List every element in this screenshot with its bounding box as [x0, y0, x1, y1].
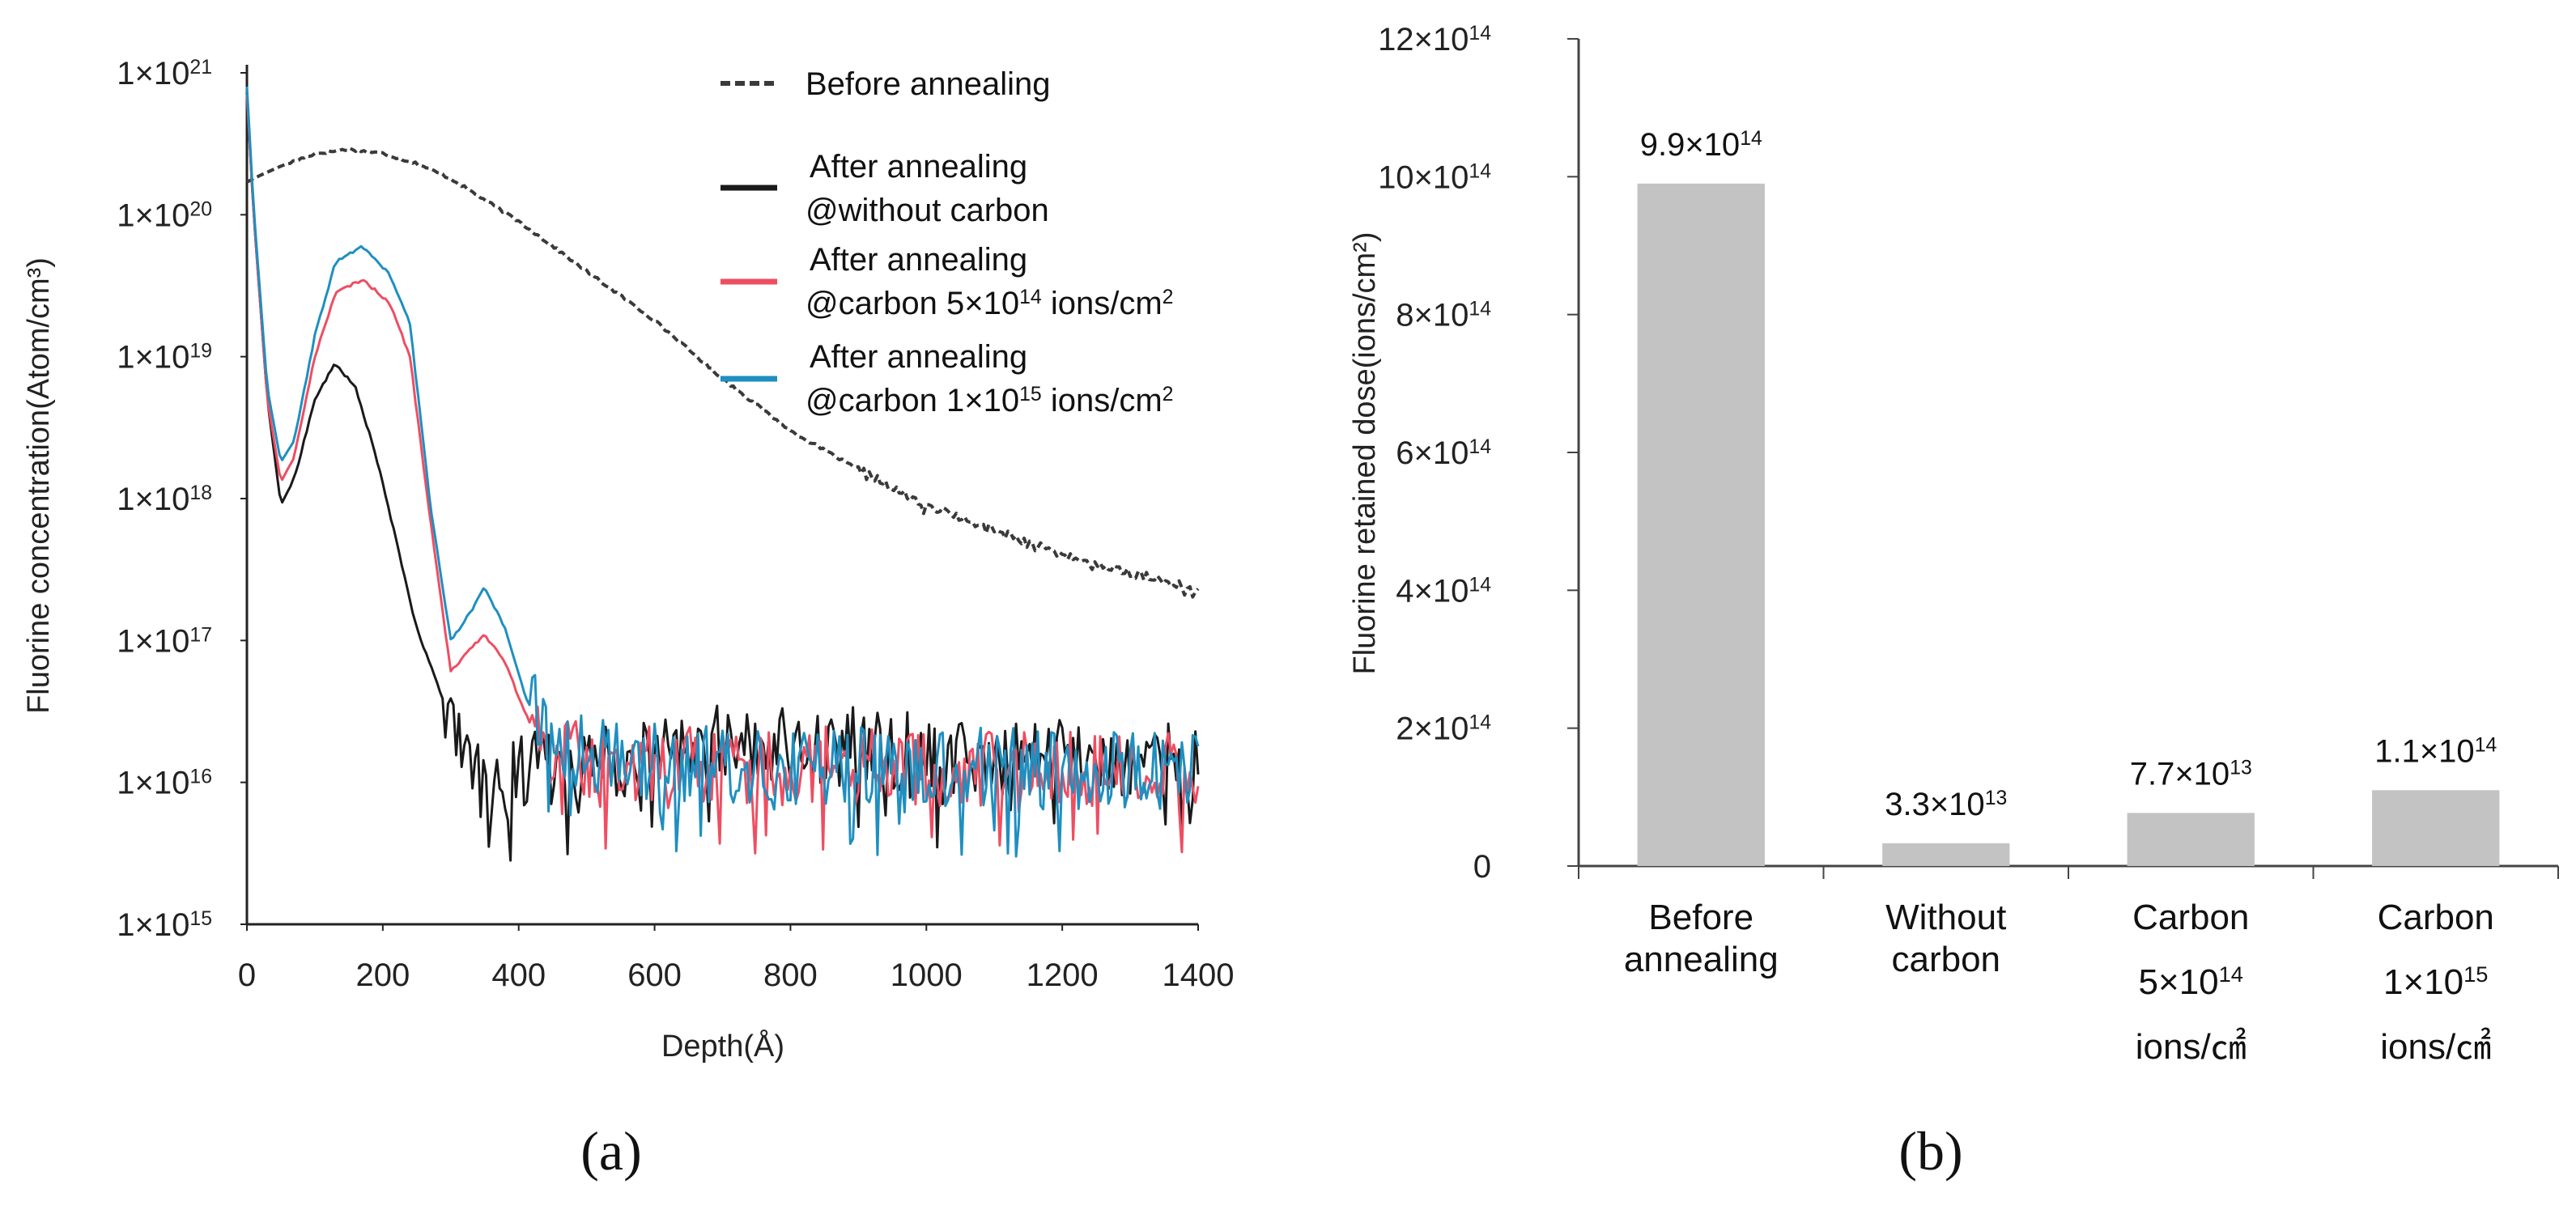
- panel-b-y-tick-label: 10×1014: [1378, 159, 1491, 195]
- panel-b-data-label: 3.3×1013: [1885, 787, 2007, 822]
- panel-a-x-tick-label: 1000: [891, 957, 963, 993]
- panel-b-category-label: Without: [1885, 898, 2006, 937]
- legend-label-4: After annealing: [810, 339, 1027, 375]
- panel-a-series-line-4: [245, 86, 1200, 858]
- panel-a-y-ticks: 1×1021 1×1020 1×1019 1×1018 1×1017 1×1016 1×10…: [117, 56, 247, 943]
- panel-b-y-tick-label: 6×1014: [1396, 435, 1491, 471]
- panel-b-bar-chart: 02×10144×10146×10148×101410×101412×1014 …: [1348, 22, 2559, 1182]
- panel-b-category-label: Carbon: [2132, 898, 2249, 937]
- panel-a-y-tick-label: 1×1020: [117, 197, 212, 233]
- panel-a-x-tick-label: 0: [238, 957, 256, 993]
- panel-a-series-line-1: [246, 146, 1200, 599]
- legend-label-3: After annealing: [810, 242, 1027, 278]
- panel-a-x-tick-label: 200: [355, 957, 410, 993]
- panel-b-data-label: 9.9×1014: [1640, 127, 1762, 163]
- panel-b-y-tick-label: 0: [1473, 849, 1491, 885]
- panel-b-category-label: carbon: [1891, 940, 2000, 979]
- panel-a-x-tick-label: 1400: [1163, 957, 1235, 993]
- panel-b-y-ticks: 0 2×1014 4×1014 6×1014 8×1014 10×1014 12×1014: [1378, 22, 1579, 885]
- panel-a-series: [245, 86, 1200, 862]
- panel-a-x-tick-label: 600: [627, 957, 682, 993]
- panel-a-y-tick-label: 1×1017: [117, 623, 212, 659]
- panel-a-x-tick-label: 1200: [1027, 957, 1099, 993]
- panel-b-data-label: 1.1×1014: [2374, 733, 2497, 769]
- panel-b-y-tick-label: 4×1014: [1396, 573, 1491, 609]
- panel-a-y-tick-label: 1×1016: [117, 766, 212, 801]
- panel-a-legend: Before annealing After annealing @without …: [721, 66, 1173, 418]
- panel-b-category-label: annealing: [1624, 940, 1779, 979]
- legend-label-1: Before annealing: [806, 66, 1050, 102]
- panel-b-category-label: Carbon: [2378, 898, 2494, 937]
- panel-b-y-axis-label: Fluorine retained dose(ions/cm²): [1348, 231, 1382, 674]
- panel-a-y-tick-label: 1×1021: [117, 56, 212, 91]
- panel-b-category-label: Before: [1648, 898, 1753, 937]
- panel-b-bars: 9.9×1014 3.3×1013 7.7×1013 1.1×1014: [1637, 127, 2500, 867]
- panel-a-y-tick-label: 1×1015: [117, 907, 212, 943]
- panel-b-category-label: 5×1014: [2139, 962, 2243, 1003]
- panel-b-bar: [1637, 183, 1765, 867]
- panel-a-y-axis-label: Fluorine concentration(Atom/cm³): [22, 257, 56, 714]
- panel-a-y-tick-label: 1×1019: [117, 340, 212, 376]
- panel-a-x-axis-label: Depth(Å): [661, 1028, 784, 1064]
- legend-label-3: @carbon 5×1014 ions/cm2: [806, 286, 1173, 321]
- panel-b-y-tick-label: 8×1014: [1396, 298, 1491, 333]
- panel-b-bar: [2127, 813, 2255, 866]
- panel-a-x-tick-label: 400: [491, 957, 546, 993]
- panel-a-label: (a): [580, 1120, 641, 1182]
- panel-a-x-tick-label: 800: [763, 957, 818, 993]
- panel-b-bar: [2372, 790, 2500, 866]
- legend-label-2: After annealing: [810, 149, 1027, 185]
- legend-label-4: @carbon 1×1015 ions/cm2: [806, 383, 1173, 418]
- panel-a-y-tick-label: 1×1018: [117, 482, 212, 517]
- panel-b-category-label: ions/㎠: [2380, 1027, 2491, 1067]
- panel-b-y-tick-label: 2×1014: [1396, 711, 1491, 747]
- panel-a-x-ticks: 0 200 400 600 800 1000 1200 1400: [238, 924, 1235, 993]
- legend-label-2: @without carbon: [806, 193, 1049, 228]
- panel-b-category-label: ions/㎠: [2136, 1027, 2247, 1067]
- panel-a-line-chart: 1×1021 1×1020 1×1019 1×1018 1×1017 1×1016 1×10…: [22, 56, 1234, 1182]
- panel-b-data-label: 7.7×1013: [2130, 756, 2252, 792]
- panel-b-category-label: 1×1015: [2383, 962, 2488, 1003]
- panel-b-bar: [1882, 843, 2010, 866]
- panel-b-y-tick-label: 12×1014: [1378, 22, 1491, 57]
- panel-b-label: (b): [1898, 1120, 1962, 1182]
